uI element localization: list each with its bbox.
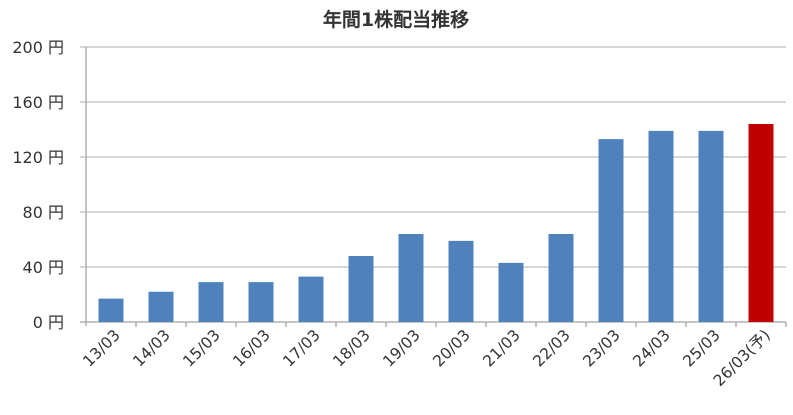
bar (648, 130, 674, 322)
chart-title: 年間1株配当推移 (323, 8, 469, 31)
y-tick-label: 120 円 (12, 148, 64, 167)
bar (698, 130, 724, 322)
bar (398, 234, 424, 322)
y-tick-label: 0 円 (33, 313, 64, 332)
x-tick-label: 13/03 (80, 326, 124, 370)
x-tick-label: 24/03 (630, 326, 674, 370)
y-axis-ticks: 0 円 40 円 80 円 120 円 160 円 200 円 (12, 38, 64, 332)
x-tick-label: 14/03 (130, 326, 174, 370)
bar (348, 256, 374, 322)
y-tick-label: 160 円 (12, 93, 64, 112)
y-tick-label: 200 円 (12, 38, 64, 57)
x-tick-label: 15/03 (180, 326, 224, 370)
x-tick-label: 19/03 (380, 326, 424, 370)
bar (598, 139, 624, 322)
x-tick-label: 18/03 (330, 326, 374, 370)
gridlines (80, 46, 787, 327)
bar (248, 282, 274, 322)
bar (748, 124, 774, 322)
x-tick-label: 23/03 (580, 326, 624, 370)
x-tick-label: 16/03 (230, 326, 274, 370)
x-tick-label: 21/03 (480, 326, 524, 370)
bar (448, 240, 474, 322)
bar (548, 234, 574, 322)
x-axis-ticks: 13/03 14/03 15/03 16/03 17/03 18/03 19/03 20/03… (80, 326, 774, 390)
y-tick-label: 40 円 (23, 258, 64, 277)
x-tick-label: 17/03 (280, 326, 324, 370)
bar (498, 262, 524, 322)
bar (198, 282, 224, 322)
x-tick-label: 20/03 (430, 326, 474, 370)
bars (98, 124, 774, 322)
y-tick-label: 80 円 (23, 203, 64, 222)
x-tick-label: 25/03 (680, 326, 724, 370)
x-tick-label: 22/03 (530, 326, 574, 370)
bar (148, 291, 174, 322)
bar (98, 298, 124, 322)
bar (298, 276, 324, 322)
